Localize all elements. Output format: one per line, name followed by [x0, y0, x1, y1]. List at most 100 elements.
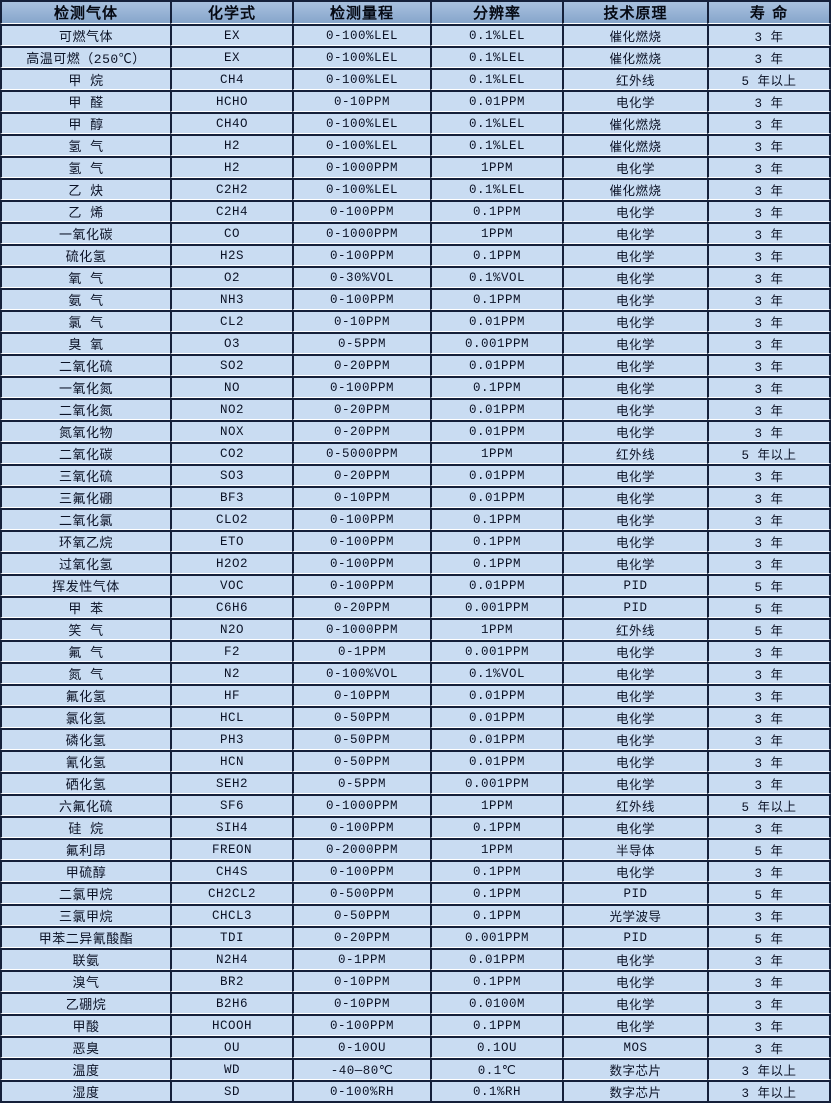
- cell-resolution: 1PPM: [430, 794, 562, 816]
- column-header-range: 检测量程: [292, 0, 430, 24]
- cell-formula: CLO2: [170, 508, 292, 530]
- table-row: 可燃气体 EX 0-100%LEL 0.1%LEL 催化燃烧 3 年: [0, 24, 831, 46]
- cell-principle: 电化学: [562, 288, 707, 310]
- cell-range: 0-100%LEL: [292, 134, 430, 156]
- cell-resolution: 1PPM: [430, 222, 562, 244]
- cell-principle: 电化学: [562, 728, 707, 750]
- cell-range: 0-20PPM: [292, 398, 430, 420]
- table-row: 温度 WD -40—80℃ 0.1℃ 数字芯片 3 年以上: [0, 1058, 831, 1080]
- table-row: 甲 烷 CH4 0-100%LEL 0.1%LEL 红外线 5 年以上: [0, 68, 831, 90]
- cell-gas: 氢 气: [0, 156, 170, 178]
- cell-gas: 乙 炔: [0, 178, 170, 200]
- cell-range: 0-50PPM: [292, 750, 430, 772]
- cell-range: 0-10PPM: [292, 992, 430, 1014]
- cell-range: 0-1000PPM: [292, 618, 430, 640]
- cell-principle: PID: [562, 882, 707, 904]
- cell-lifespan: 3 年: [707, 46, 831, 68]
- cell-principle: 电化学: [562, 530, 707, 552]
- cell-formula: WD: [170, 1058, 292, 1080]
- cell-range: 0-500PPM: [292, 882, 430, 904]
- cell-resolution: 0.001PPM: [430, 772, 562, 794]
- column-header-principle: 技术原理: [562, 0, 707, 24]
- cell-gas: 可燃气体: [0, 24, 170, 46]
- cell-gas: 二氧化氮: [0, 398, 170, 420]
- cell-lifespan: 3 年: [707, 112, 831, 134]
- cell-gas: 环氧乙烷: [0, 530, 170, 552]
- table-row: 笑 气 N2O 0-1000PPM 1PPM 红外线 5 年: [0, 618, 831, 640]
- cell-range: 0-20PPM: [292, 420, 430, 442]
- cell-range: 0-10PPM: [292, 684, 430, 706]
- cell-resolution: 0.1PPM: [430, 904, 562, 926]
- cell-range: 0-100PPM: [292, 860, 430, 882]
- cell-lifespan: 3 年: [707, 134, 831, 156]
- table-row: 硫化氢 H2S 0-100PPM 0.1PPM 电化学 3 年: [0, 244, 831, 266]
- table-row: 氮氧化物 NOX 0-20PPM 0.01PPM 电化学 3 年: [0, 420, 831, 442]
- cell-resolution: 0.1%LEL: [430, 46, 562, 68]
- cell-formula: SIH4: [170, 816, 292, 838]
- cell-gas: 甲 烷: [0, 68, 170, 90]
- cell-lifespan: 3 年: [707, 684, 831, 706]
- cell-principle: PID: [562, 596, 707, 618]
- cell-formula: TDI: [170, 926, 292, 948]
- cell-resolution: 0.001PPM: [430, 926, 562, 948]
- cell-gas: 氧 气: [0, 266, 170, 288]
- table-row: 联氨 N2H4 0-1PPM 0.01PPM 电化学 3 年: [0, 948, 831, 970]
- cell-resolution: 0.01PPM: [430, 90, 562, 112]
- cell-gas: 联氨: [0, 948, 170, 970]
- cell-range: 0-100PPM: [292, 552, 430, 574]
- cell-lifespan: 3 年: [707, 860, 831, 882]
- table-row: 三氟化硼 BF3 0-10PPM 0.01PPM 电化学 3 年: [0, 486, 831, 508]
- cell-lifespan: 5 年: [707, 838, 831, 860]
- table-row: 甲 苯 C6H6 0-20PPM 0.001PPM PID 5 年: [0, 596, 831, 618]
- cell-formula: OU: [170, 1036, 292, 1058]
- column-header-formula: 化学式: [170, 0, 292, 24]
- cell-range: 0-100%LEL: [292, 24, 430, 46]
- cell-gas: 氮 气: [0, 662, 170, 684]
- cell-principle: 数字芯片: [562, 1080, 707, 1103]
- cell-formula: H2O2: [170, 552, 292, 574]
- table-row: 挥发性气体 VOC 0-100PPM 0.01PPM PID 5 年: [0, 574, 831, 596]
- cell-gas: 甲 醇: [0, 112, 170, 134]
- cell-gas: 臭 氧: [0, 332, 170, 354]
- cell-principle: 电化学: [562, 970, 707, 992]
- cell-resolution: 0.1PPM: [430, 244, 562, 266]
- cell-resolution: 0.1%LEL: [430, 112, 562, 134]
- cell-resolution: 0.001PPM: [430, 332, 562, 354]
- cell-formula: PH3: [170, 728, 292, 750]
- table-row: 氢 气 H2 0-1000PPM 1PPM 电化学 3 年: [0, 156, 831, 178]
- cell-principle: 电化学: [562, 772, 707, 794]
- cell-range: 0-10PPM: [292, 310, 430, 332]
- cell-lifespan: 3 年: [707, 244, 831, 266]
- cell-resolution: 0.01PPM: [430, 464, 562, 486]
- cell-lifespan: 3 年: [707, 376, 831, 398]
- table-row: 甲 醇 CH4O 0-100%LEL 0.1%LEL 催化燃烧 3 年: [0, 112, 831, 134]
- table-row: 磷化氢 PH3 0-50PPM 0.01PPM 电化学 3 年: [0, 728, 831, 750]
- cell-resolution: 0.01PPM: [430, 310, 562, 332]
- table-row: 氟 气 F2 0-1PPM 0.001PPM 电化学 3 年: [0, 640, 831, 662]
- cell-range: 0-100%LEL: [292, 46, 430, 68]
- table-row: 三氯甲烷 CHCL3 0-50PPM 0.1PPM 光学波导 3 年: [0, 904, 831, 926]
- cell-principle: 催化燃烧: [562, 46, 707, 68]
- table-header: 检测气体 化学式 检测量程 分辨率 技术原理 寿 命: [0, 0, 831, 24]
- table-row: 高温可燃（250℃） EX 0-100%LEL 0.1%LEL 催化燃烧 3 年: [0, 46, 831, 68]
- cell-formula: FREON: [170, 838, 292, 860]
- cell-principle: 电化学: [562, 992, 707, 1014]
- cell-lifespan: 3 年: [707, 156, 831, 178]
- cell-principle: 电化学: [562, 552, 707, 574]
- cell-lifespan: 5 年: [707, 926, 831, 948]
- cell-range: 0-50PPM: [292, 728, 430, 750]
- table-row: 氯化氢 HCL 0-50PPM 0.01PPM 电化学 3 年: [0, 706, 831, 728]
- cell-lifespan: 3 年: [707, 266, 831, 288]
- cell-range: 0-100PPM: [292, 288, 430, 310]
- cell-lifespan: 3 年: [707, 948, 831, 970]
- cell-gas: 甲硫醇: [0, 860, 170, 882]
- cell-principle: 电化学: [562, 464, 707, 486]
- table-row: 二氧化氮 NO2 0-20PPM 0.01PPM 电化学 3 年: [0, 398, 831, 420]
- cell-formula: HCN: [170, 750, 292, 772]
- cell-resolution: 0.1%VOL: [430, 662, 562, 684]
- cell-resolution: 0.1PPM: [430, 288, 562, 310]
- table-row: 湿度 SD 0-100%RH 0.1%RH 数字芯片 3 年以上: [0, 1080, 831, 1103]
- cell-formula: BR2: [170, 970, 292, 992]
- cell-formula: C2H2: [170, 178, 292, 200]
